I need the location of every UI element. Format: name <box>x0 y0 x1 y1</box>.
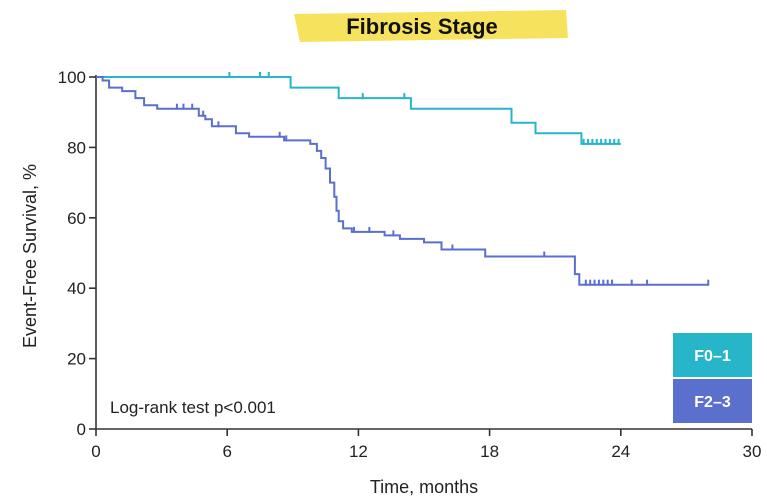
series-2-curve <box>96 76 709 286</box>
x-tick-label: 0 <box>91 442 100 461</box>
legend-label-1: F0–1 <box>694 348 731 365</box>
survival-curves <box>96 72 710 286</box>
y-tick-label: 100 <box>58 68 86 87</box>
series-1-group <box>96 72 621 145</box>
x-tick-label: 6 <box>222 442 231 461</box>
legend: F0–1 F2–3 <box>673 333 752 423</box>
x-tick-label: 24 <box>611 442 630 461</box>
y-tick-label: 60 <box>67 209 86 228</box>
y-axis-ticks: 0 20 40 60 80 100 <box>58 68 96 439</box>
x-axis-title: Time, months <box>370 477 478 497</box>
chart-title-group: Fibrosis Stage <box>294 10 568 42</box>
y-axis-title: Event-Free Survival, % <box>20 164 40 348</box>
legend-swatch-1 <box>673 333 752 377</box>
chart-title: Fibrosis Stage <box>346 14 498 39</box>
x-tick-label: 30 <box>743 442 762 461</box>
legend-label-2: F2–3 <box>694 394 731 411</box>
y-tick-label: 80 <box>67 138 86 157</box>
y-tick-label: 0 <box>77 420 86 439</box>
series-1-curve <box>96 76 621 145</box>
axes <box>95 75 752 430</box>
title-highlight <box>294 10 568 42</box>
log-rank-annotation: Log-rank test p<0.001 <box>110 398 276 417</box>
x-axis-ticks: 0 6 12 18 24 30 <box>91 429 761 461</box>
legend-swatch-2 <box>673 379 752 423</box>
x-tick-label: 12 <box>349 442 368 461</box>
series-2-group <box>96 76 710 286</box>
y-tick-label: 20 <box>67 350 86 369</box>
x-tick-label: 18 <box>480 442 499 461</box>
y-tick-label: 40 <box>67 279 86 298</box>
